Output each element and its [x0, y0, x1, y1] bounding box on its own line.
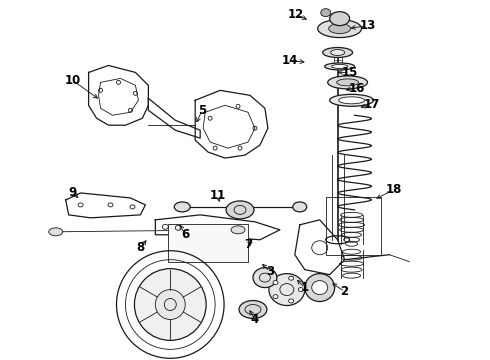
- Text: 5: 5: [198, 104, 206, 117]
- Ellipse shape: [330, 94, 373, 106]
- Ellipse shape: [325, 63, 355, 70]
- Ellipse shape: [305, 274, 335, 302]
- Polygon shape: [155, 215, 280, 240]
- Ellipse shape: [49, 228, 63, 236]
- Ellipse shape: [298, 288, 303, 292]
- Ellipse shape: [134, 269, 206, 340]
- Ellipse shape: [328, 76, 368, 89]
- Polygon shape: [295, 220, 344, 275]
- Text: 18: 18: [385, 184, 402, 197]
- Text: 4: 4: [251, 313, 259, 326]
- Polygon shape: [89, 66, 148, 125]
- Text: 12: 12: [288, 8, 304, 21]
- Polygon shape: [66, 193, 146, 218]
- Text: 10: 10: [65, 74, 81, 87]
- Ellipse shape: [239, 301, 267, 319]
- Ellipse shape: [323, 48, 353, 58]
- Ellipse shape: [155, 289, 185, 319]
- Ellipse shape: [289, 299, 294, 303]
- Ellipse shape: [330, 12, 349, 26]
- Ellipse shape: [332, 64, 347, 68]
- Text: 17: 17: [364, 98, 380, 111]
- Text: 9: 9: [69, 186, 77, 199]
- Text: 2: 2: [341, 285, 349, 298]
- Ellipse shape: [331, 50, 344, 55]
- Text: 3: 3: [266, 265, 274, 278]
- Text: 8: 8: [136, 241, 145, 254]
- Text: 16: 16: [348, 82, 365, 95]
- Bar: [168, 224, 248, 262]
- Ellipse shape: [226, 201, 254, 219]
- Ellipse shape: [269, 274, 305, 306]
- Text: 6: 6: [181, 228, 189, 241]
- Ellipse shape: [289, 276, 294, 280]
- Ellipse shape: [231, 226, 245, 234]
- Ellipse shape: [337, 79, 359, 86]
- Text: 1: 1: [301, 281, 309, 294]
- Text: 14: 14: [282, 54, 298, 67]
- Ellipse shape: [321, 9, 331, 17]
- Polygon shape: [195, 90, 268, 158]
- Text: 13: 13: [359, 19, 376, 32]
- Text: 11: 11: [210, 189, 226, 202]
- Ellipse shape: [318, 20, 362, 37]
- Ellipse shape: [273, 280, 278, 284]
- Bar: [326, 197, 382, 255]
- Ellipse shape: [273, 294, 278, 298]
- Ellipse shape: [339, 97, 365, 104]
- Text: 15: 15: [342, 66, 358, 79]
- Ellipse shape: [329, 24, 350, 33]
- Ellipse shape: [253, 268, 277, 288]
- Text: 7: 7: [244, 238, 252, 251]
- Ellipse shape: [293, 202, 307, 212]
- Ellipse shape: [312, 280, 328, 294]
- Ellipse shape: [174, 202, 190, 212]
- Polygon shape: [148, 98, 200, 138]
